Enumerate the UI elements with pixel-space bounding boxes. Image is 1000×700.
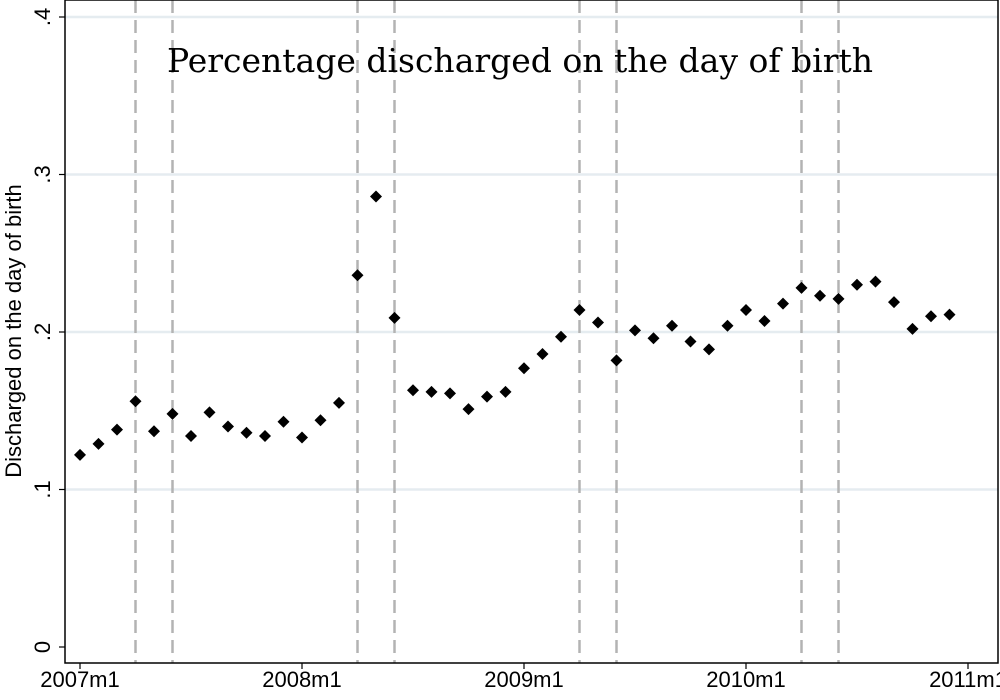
data-point	[499, 385, 512, 398]
x-tick-label: 2011m1	[929, 667, 1000, 692]
data-point	[629, 324, 641, 337]
data-point	[259, 429, 271, 442]
data-point	[111, 423, 123, 436]
data-point	[684, 335, 697, 348]
y-tick-label: 0	[30, 641, 55, 653]
data-point	[518, 362, 530, 375]
data-point	[814, 289, 826, 302]
data-point	[185, 429, 197, 442]
data-point	[444, 387, 456, 400]
data-point	[166, 407, 179, 420]
data-point	[481, 390, 493, 403]
data-point	[314, 414, 327, 427]
data-point	[277, 415, 290, 428]
data-point	[721, 319, 734, 332]
data-point	[370, 190, 382, 203]
data-point	[296, 431, 308, 444]
data-point	[610, 354, 623, 367]
data-point	[129, 395, 142, 408]
x-tick-label: 2007m1	[40, 667, 120, 692]
gridlines	[65, 15, 998, 491]
data-point	[203, 406, 216, 419]
data-point	[555, 330, 567, 343]
data-point	[92, 437, 105, 450]
x-axis-ticks: 2007m1 2008m1 2009m1 2010m1 2011m1	[40, 663, 1000, 692]
data-points	[74, 190, 956, 461]
data-point	[851, 278, 863, 291]
data-point	[333, 396, 345, 409]
data-point	[943, 308, 956, 321]
data-point	[74, 448, 86, 461]
data-point	[647, 332, 660, 345]
data-point	[777, 297, 789, 310]
data-point	[703, 343, 715, 356]
data-point	[240, 426, 253, 439]
data-point	[222, 420, 234, 433]
data-point	[351, 269, 364, 282]
data-point	[666, 319, 678, 332]
y-axis-ticks: 0 .1 .2 .3 .4	[30, 8, 65, 653]
y-tick-label: .2	[30, 323, 55, 341]
chart-title: Percentage discharged on the day of birt…	[167, 41, 873, 80]
reference-lines	[134, 0, 840, 663]
x-tick-label: 2008m1	[262, 667, 342, 692]
x-tick-label: 2010m1	[706, 667, 786, 692]
y-axis-label: Discharged on the day of birth	[1, 184, 26, 478]
data-point	[462, 403, 475, 416]
y-tick-label: .3	[30, 165, 55, 183]
data-point	[536, 348, 549, 361]
data-point	[758, 314, 771, 327]
data-point	[573, 303, 586, 316]
y-tick-label: .4	[30, 8, 55, 26]
data-point	[740, 303, 752, 316]
data-point	[906, 322, 919, 335]
data-point	[869, 275, 882, 288]
data-point	[832, 292, 845, 305]
data-point	[148, 425, 160, 438]
data-point	[388, 311, 401, 324]
data-point	[795, 281, 808, 294]
data-point	[425, 385, 438, 398]
data-point	[407, 384, 419, 397]
data-point	[592, 316, 604, 329]
y-tick-label: .1	[30, 480, 55, 498]
data-point	[888, 296, 900, 309]
x-tick-label: 2009m1	[484, 667, 564, 692]
data-point	[925, 310, 937, 323]
